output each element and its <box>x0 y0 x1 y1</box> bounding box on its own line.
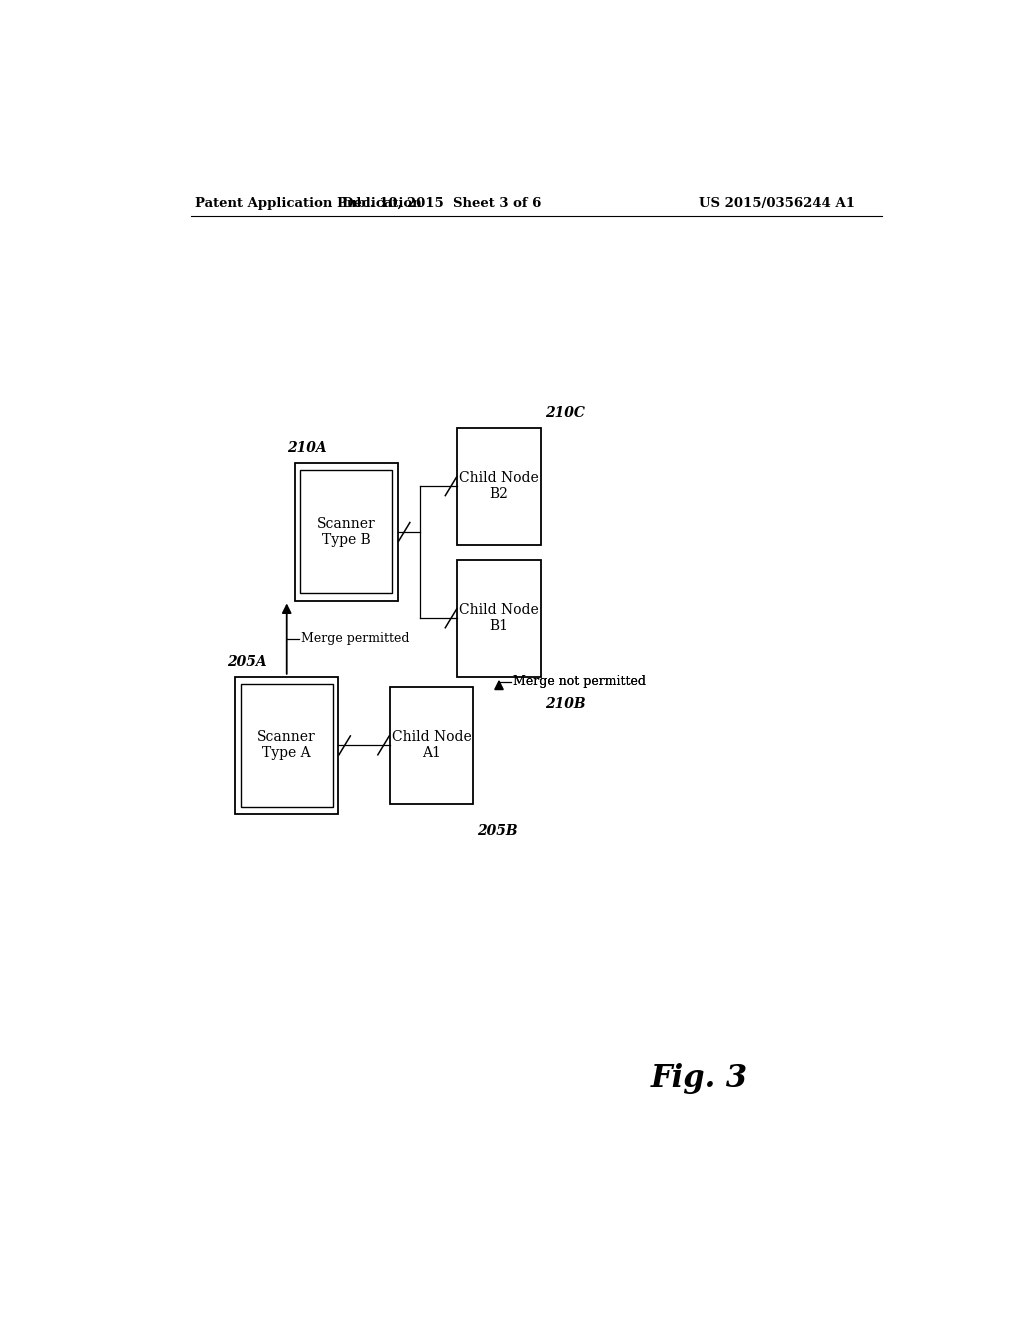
Bar <box>390 686 473 804</box>
Bar <box>241 684 333 807</box>
Text: 205A: 205A <box>227 655 267 669</box>
Text: 205B: 205B <box>477 824 518 838</box>
Bar <box>236 677 338 814</box>
Text: US 2015/0356244 A1: US 2015/0356244 A1 <box>699 197 855 210</box>
Text: Scanner
Type B: Scanner Type B <box>316 517 376 546</box>
Text: Merge not permitted: Merge not permitted <box>513 676 646 688</box>
Text: Scanner
Type A: Scanner Type A <box>257 730 316 760</box>
Text: Child Node
A1: Child Node A1 <box>391 730 471 760</box>
Text: 210A: 210A <box>287 441 327 455</box>
Bar <box>458 428 541 545</box>
Text: 210B: 210B <box>545 697 586 711</box>
Text: Merge not permitted: Merge not permitted <box>513 676 646 688</box>
Text: Child Node
B2: Child Node B2 <box>459 471 539 502</box>
Text: Patent Application Publication: Patent Application Publication <box>196 197 422 210</box>
Text: Dec. 10, 2015  Sheet 3 of 6: Dec. 10, 2015 Sheet 3 of 6 <box>342 197 541 210</box>
Text: Child Node
B1: Child Node B1 <box>459 603 539 634</box>
Bar <box>295 463 397 601</box>
Text: Merge permitted: Merge permitted <box>301 632 410 645</box>
Text: Fig. 3: Fig. 3 <box>651 1063 748 1094</box>
Bar <box>458 560 541 677</box>
Text: 210C: 210C <box>545 405 585 420</box>
Bar <box>300 470 392 594</box>
